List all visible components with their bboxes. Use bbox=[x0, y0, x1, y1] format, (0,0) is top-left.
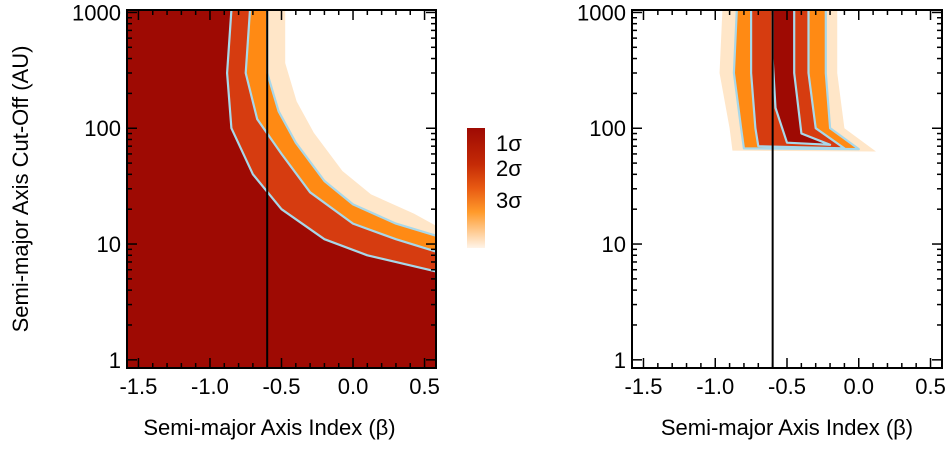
right-confidence-fill bbox=[719, 10, 876, 152]
left-x-tick-label: -1.5 bbox=[119, 374, 157, 399]
left-x-tick-label: -0.5 bbox=[263, 374, 301, 399]
left-x-tick-label: 0.5 bbox=[409, 374, 440, 399]
right-x-axis-title: Semi-major Axis Index (β) bbox=[661, 415, 913, 440]
left-y-tick-label: 1000 bbox=[72, 0, 121, 25]
left-contour-3sigma bbox=[266, 10, 437, 237]
left-x-tick-label: 0.0 bbox=[338, 374, 369, 399]
right-x-tick-label: -1.0 bbox=[696, 374, 734, 399]
right-y-tick-label: 1 bbox=[614, 348, 626, 373]
left-x-axis-title: Semi-major Axis Index (β) bbox=[143, 415, 395, 440]
colorbar-gradient bbox=[467, 128, 485, 248]
right-fill-1sigma bbox=[772, 10, 831, 145]
left-y-tick-label: 1 bbox=[109, 348, 121, 373]
right-panel: -1.5 -1.0 -0.5 0.0 0.5 1 10 100 1000 Semi-major… bbox=[577, 0, 946, 440]
right-x-tick-label: 0.5 bbox=[915, 374, 946, 399]
left-x-ticks: -1.5 -1.0 -0.5 0.0 0.5 bbox=[119, 10, 440, 399]
right-y-tick-label: 100 bbox=[589, 116, 626, 141]
left-panel: -1.5 -1.0 -0.5 0.0 0.5 1 10 100 1000 Semi-major… bbox=[8, 0, 440, 440]
right-contour-2sigma bbox=[750, 10, 846, 150]
left-y-axis-title: Semi-major Axis Cut-Off (AU) bbox=[8, 46, 33, 333]
right-y-tick-label: 10 bbox=[602, 232, 626, 257]
left-contour-2sigma bbox=[244, 9, 437, 253]
colorbar-label-2sigma: 2σ bbox=[496, 156, 522, 181]
left-y-tick-label: 10 bbox=[97, 232, 121, 257]
left-fill-1sigma bbox=[127, 10, 436, 368]
right-contour-3sigma bbox=[732, 9, 860, 151]
right-x-ticks: -1.5 -1.0 -0.5 0.0 0.5 bbox=[625, 10, 946, 399]
left-x-tick-label: -1.0 bbox=[191, 374, 229, 399]
left-confidence-fill bbox=[127, 10, 436, 368]
right-y-ticks: 1 10 100 1000 bbox=[577, 0, 942, 373]
colorbar: 1σ 2σ 3σ bbox=[467, 128, 522, 248]
left-y-tick-label: 100 bbox=[84, 116, 121, 141]
right-x-tick-label: 0.0 bbox=[843, 374, 874, 399]
left-y-ticks: 1 10 100 1000 bbox=[72, 0, 436, 373]
colorbar-label-1sigma: 1σ bbox=[496, 131, 522, 156]
right-x-tick-label: -0.5 bbox=[768, 374, 806, 399]
right-x-tick-label: -1.5 bbox=[625, 374, 663, 399]
right-y-tick-label: 1000 bbox=[577, 0, 626, 25]
colorbar-label-3sigma: 3σ bbox=[496, 188, 522, 213]
